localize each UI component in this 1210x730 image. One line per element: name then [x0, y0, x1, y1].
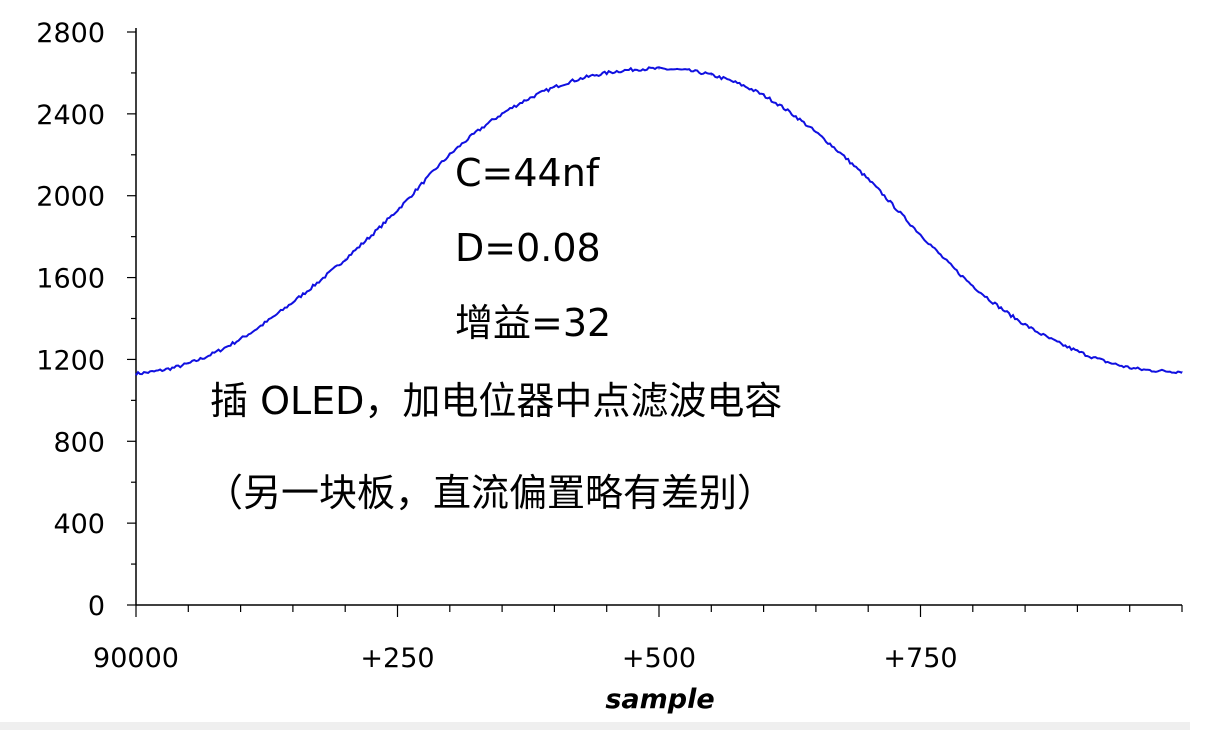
series-point [1024, 323, 1026, 326]
y-tick-label: 0 [88, 591, 105, 622]
series-point [658, 68, 660, 70]
y-tick-label: 2800 [36, 18, 105, 49]
series-point [762, 94, 765, 97]
x-axis-title: sample [605, 684, 714, 715]
series-point [239, 338, 242, 340]
annotation-gain: 增益=32 [455, 301, 612, 345]
series-point [867, 178, 869, 181]
series-point [1076, 350, 1079, 353]
x-tick-label: 90000 [93, 643, 179, 674]
series-point [292, 301, 294, 303]
series-layer [135, 66, 1183, 376]
series-point [1128, 366, 1131, 369]
x-tick-label: +750 [883, 643, 957, 674]
series-point [501, 113, 503, 115]
series-point [396, 209, 399, 211]
x-axis: 90000 +250 +500 +750 [93, 604, 1183, 674]
annotation-board-note: （另一块板，直流偏置略有差别） [205, 471, 776, 515]
y-tick-label: 2400 [36, 100, 105, 131]
y-tick-label: 2000 [36, 182, 105, 213]
y-tick-label: 800 [53, 427, 105, 458]
annotation-setup-note: 插 OLED，加电位器中点滤波电容 [210, 379, 783, 423]
series-point [553, 86, 556, 89]
annotation-capacitance: C=44nf [455, 151, 600, 195]
series-line [135, 66, 1183, 376]
x-tick-label: +250 [360, 643, 434, 674]
bottom-divider [0, 722, 1190, 730]
annotation-d-value: D=0.08 [455, 226, 601, 270]
series-point [449, 153, 451, 156]
y-axis: 2800 2400 2000 1600 1200 800 400 0 [36, 18, 137, 622]
y-tick-label: 400 [53, 509, 105, 540]
series-point [919, 233, 922, 236]
series-point [815, 131, 817, 134]
series-point [187, 362, 190, 365]
series-point [605, 72, 608, 74]
series-point [135, 372, 137, 375]
y-tick-label: 1200 [36, 345, 105, 376]
x-tick-label: +500 [622, 643, 696, 674]
series-point [344, 258, 347, 260]
y-tick-label: 1600 [36, 264, 105, 295]
series-point [972, 284, 974, 287]
series-point [710, 74, 713, 76]
series-point [1181, 370, 1183, 373]
